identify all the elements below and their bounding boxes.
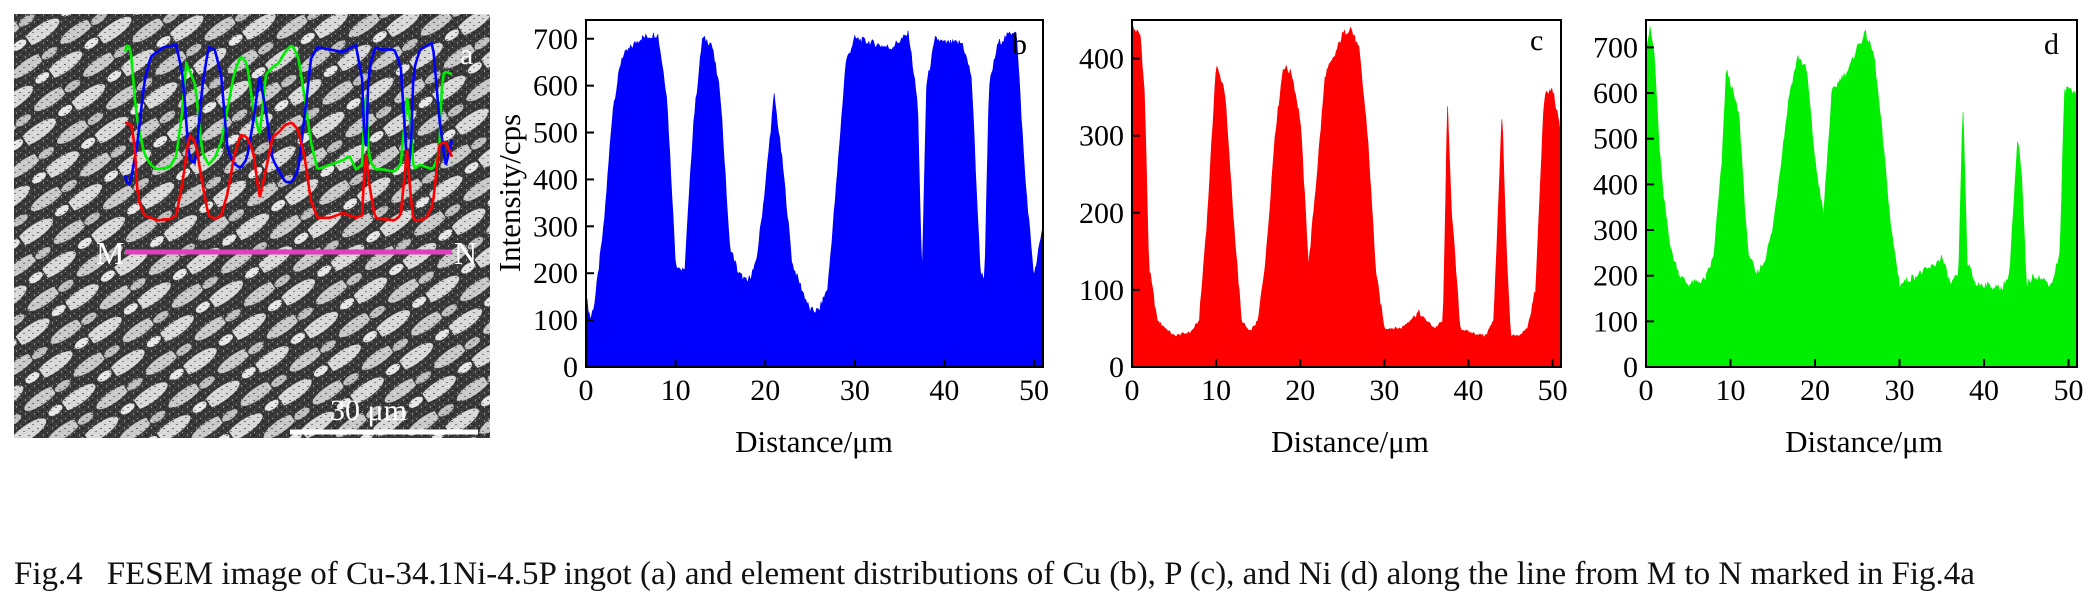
chart-ni-y-ticks: 0 100 200 300 400 500 600 700 — [1593, 31, 1654, 384]
chart-ni-letter: d — [2044, 28, 2059, 61]
chart-p-y-tick-label: 200 — [1079, 197, 1124, 230]
chart-ni-y-tick-label: 700 — [1593, 31, 1638, 64]
chart-cu-y-tick-label: 400 — [533, 163, 578, 196]
chart-ni-y-tick-label: 200 — [1593, 260, 1638, 293]
chart-ni-x-tick-label: 20 — [1800, 374, 1830, 407]
sem-linescan-traces — [123, 41, 454, 222]
chart-ni-area-layer — [1645, 26, 2078, 368]
chart-cu-y-ticks: 0 100 200 300 400 500 600 700 — [533, 23, 594, 384]
panel-letter-a: a — [460, 38, 473, 71]
chart-cu-y-axis-label: Intensity/cps — [492, 114, 527, 272]
chart-cu-x-tick-label: 20 — [750, 374, 780, 407]
figure-caption: Fig.4 FESEM image of Cu-34.1Ni-4.5P ingot… — [14, 556, 1975, 593]
sem-trace-ni — [123, 44, 453, 173]
chart-cu-letter: b — [1012, 28, 1027, 61]
chart-p-letter: c — [1530, 24, 1543, 57]
sem-panel: M N a 30 μm — [14, 14, 490, 438]
chart-cu-y-tick-label: 200 — [533, 257, 578, 290]
chart-p-x-tick-label: 0 — [1125, 374, 1140, 407]
chart-cu-y-tick-label: 600 — [533, 70, 578, 103]
chart-ni-y-tick-label: 100 — [1593, 305, 1638, 338]
chart-p-x-tick-label: 50 — [1538, 374, 1568, 407]
chart-p-x-ticks: 0 10 20 30 40 50 — [1125, 359, 1568, 407]
chart-cu-x-tick-label: 0 — [579, 374, 594, 407]
figure-caption-label: Fig.4 — [14, 556, 83, 592]
sem-trace-p — [124, 121, 454, 222]
chart-cu-area — [585, 30, 1044, 368]
chart-ni-y-tick-label: 0 — [1623, 351, 1638, 384]
chart-p-y-tick-label: 100 — [1079, 274, 1124, 307]
chart-p-x-tick-label: 20 — [1285, 374, 1315, 407]
chart-cu-x-tick-label: 50 — [1019, 374, 1049, 407]
chart-ni-x-axis-label: Distance/μm — [1785, 424, 1943, 459]
scan-end-label: N — [454, 235, 477, 271]
chart-ni-x-tick-label: 50 — [2054, 374, 2084, 407]
chart-p-x-tick-label: 30 — [1369, 374, 1399, 407]
sem-trace-cu — [123, 41, 454, 187]
sem-image-noise — [14, 14, 490, 438]
chart-cu-x-tick-label: 10 — [661, 374, 691, 407]
chart-cu-y-tick-label: 300 — [533, 210, 578, 243]
chart-ni-y-tick-label: 500 — [1593, 123, 1638, 156]
scale-bar-label: 30 μm — [330, 394, 407, 427]
chart-p-y-tick-label: 300 — [1079, 120, 1124, 153]
scan-start-label: M — [96, 235, 124, 271]
chart-cu-area-layer — [585, 30, 1044, 368]
chart-cu-x-tick-label: 30 — [840, 374, 870, 407]
chart-cu-y-tick-label: 0 — [563, 351, 578, 384]
chart-ni-x-ticks: 0 10 20 30 40 50 — [1639, 359, 2084, 407]
chart-ni-area — [1645, 26, 2078, 368]
chart-ni-frame — [1645, 19, 2078, 368]
chart-p-y-tick-label: 400 — [1079, 43, 1124, 76]
chart-ni-y-tick-label: 600 — [1593, 77, 1638, 110]
chart-p-x-tick-label: 10 — [1201, 374, 1231, 407]
chart-ni: 0 100 200 300 400 500 600 700 0 10 20 30 40 50 d Dis… — [1593, 19, 2084, 459]
chart-cu-y-tick-label: 700 — [533, 23, 578, 56]
chart-p-frame — [1131, 19, 1562, 368]
chart-cu: 0 100 200 300 400 500 600 700 0 10 20 30 40 50 b Dis… — [492, 19, 1049, 459]
chart-p-y-tick-label: 0 — [1109, 351, 1124, 384]
chart-ni-y-tick-label: 400 — [1593, 168, 1638, 201]
chart-ni-x-tick-label: 10 — [1716, 374, 1746, 407]
chart-p-y-ticks: 0 100 200 300 400 — [1079, 43, 1140, 384]
chart-cu-frame — [585, 19, 1044, 368]
chart-cu-x-tick-label: 40 — [929, 374, 959, 407]
chart-cu-x-ticks: 0 10 20 30 40 50 — [579, 359, 1049, 407]
chart-p-area-layer — [1131, 25, 1562, 368]
chart-cu-y-tick-label: 500 — [533, 117, 578, 150]
chart-ni-x-tick-label: 0 — [1639, 374, 1654, 407]
chart-cu-y-tick-label: 100 — [533, 304, 578, 337]
chart-p-area — [1131, 25, 1562, 368]
chart-ni-x-tick-label: 30 — [1885, 374, 1915, 407]
chart-p-x-axis-label: Distance/μm — [1271, 424, 1429, 459]
chart-p-x-tick-label: 40 — [1453, 374, 1483, 407]
chart-cu-x-axis-label: Distance/μm — [735, 424, 893, 459]
chart-ni-x-tick-label: 40 — [1969, 374, 1999, 407]
chart-p: 0 100 200 300 400 0 10 20 30 40 50 c Distance/μm — [1079, 19, 1568, 459]
figure-caption-text: FESEM image of Cu-34.1Ni-4.5P ingot (a) … — [106, 556, 1975, 592]
chart-ni-y-tick-label: 300 — [1593, 214, 1638, 247]
